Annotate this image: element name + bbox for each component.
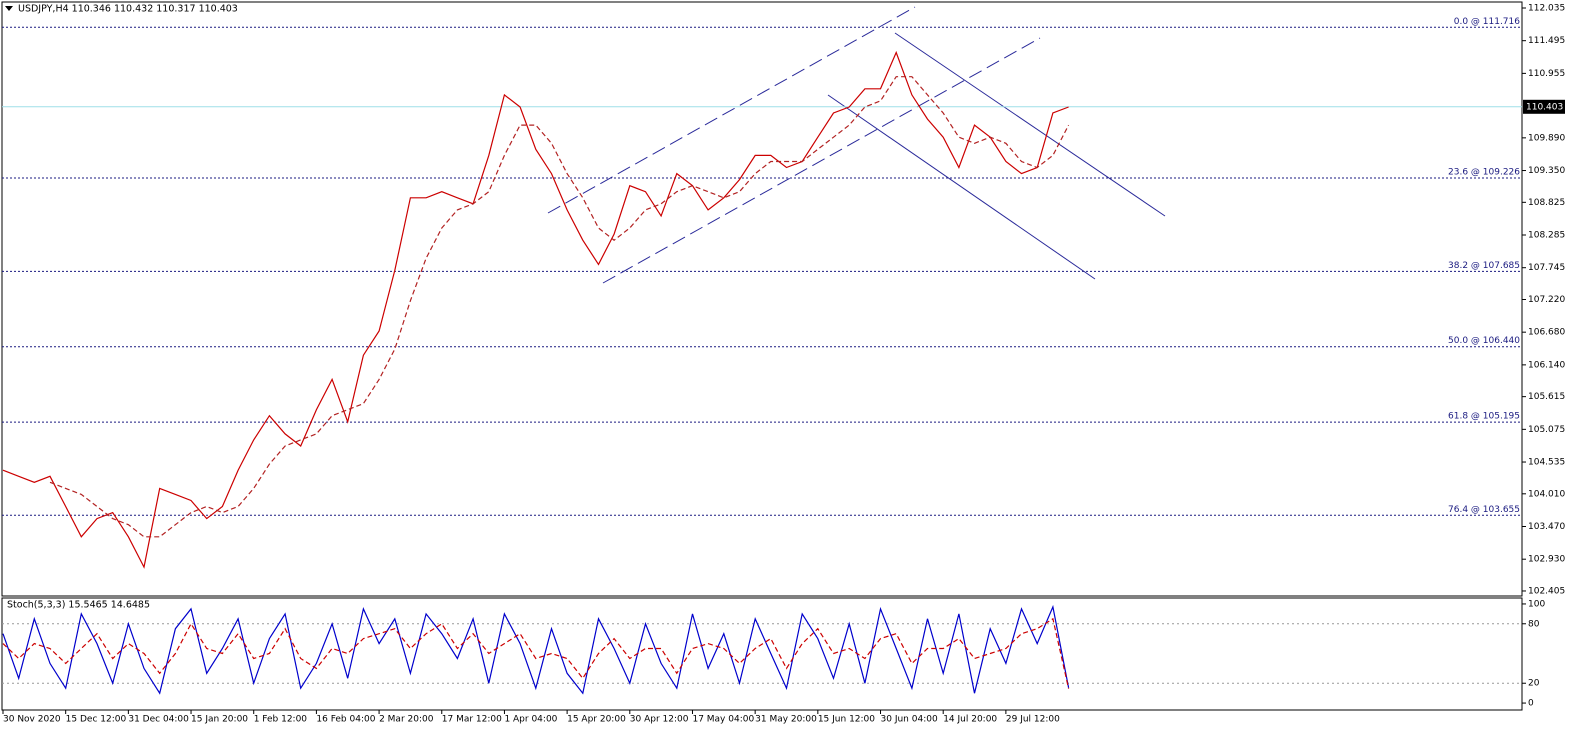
y-tick-label: 0 <box>1528 699 1534 709</box>
series-line <box>2 50 1069 569</box>
stoch-title: Stoch(5,3,3) 15.5465 14.6485 <box>7 600 150 611</box>
x-tick-label: 29 Jul 12:00 <box>1006 715 1060 725</box>
fib-label: 38.2 @ 107.685 <box>1448 261 1520 271</box>
y-tick-label: 108.285 <box>1528 231 1565 241</box>
x-tick-label: 2 Mar 20:00 <box>379 715 434 725</box>
series-line <box>2 617 1070 689</box>
channel-line <box>602 37 1041 284</box>
fib-label: 23.6 @ 109.226 <box>1448 168 1520 178</box>
y-tick-label: 100 <box>1528 599 1545 609</box>
y-tick-label: 109.890 <box>1528 133 1565 143</box>
x-tick-label: 17 May 04:00 <box>692 715 754 725</box>
x-tick-label: 15 Jun 12:00 <box>818 715 875 725</box>
fib-label: 76.4 @ 103.655 <box>1448 505 1520 515</box>
y-tick-label: 105.615 <box>1528 392 1565 402</box>
y-tick-label: 103.470 <box>1528 522 1565 532</box>
y-tick-label: 107.220 <box>1528 295 1565 305</box>
y-tick-label: 109.350 <box>1528 166 1565 176</box>
main-panel <box>1 1 1523 597</box>
price-tag <box>1523 99 1565 114</box>
x-tick-label: 1 Feb 12:00 <box>254 715 308 725</box>
y-tick-label: 105.075 <box>1528 425 1565 435</box>
x-tick-label: 15 Apr 20:00 <box>567 715 626 725</box>
stoch-panel <box>1 597 1523 711</box>
x-tick-label: 31 Dec 04:00 <box>128 715 189 725</box>
channel-line <box>547 6 916 214</box>
x-tick-label: 30 Jun 04:00 <box>881 715 938 725</box>
x-tick-label: 14 Jul 20:00 <box>943 715 997 725</box>
y-tick-label: 20 <box>1528 679 1540 689</box>
x-tick-label: 30 Nov 2020 <box>3 715 61 725</box>
x-tick-label: 16 Feb 04:00 <box>316 715 375 725</box>
x-tick-label: 1 Apr 04:00 <box>504 715 557 725</box>
y-tick-label: 107.745 <box>1528 263 1565 273</box>
channel-line <box>827 94 1096 280</box>
x-tick-label: 15 Dec 12:00 <box>66 715 127 725</box>
channel-line <box>894 32 1166 217</box>
y-tick-label: 112.035 <box>1528 3 1565 13</box>
y-tick-label: 104.535 <box>1528 458 1565 468</box>
y-tick-label: 106.140 <box>1528 360 1565 370</box>
x-tick-label: 31 May 20:00 <box>755 715 817 725</box>
channel-lines <box>547 6 1166 284</box>
chart-title: USDJPY,H4 110.346 110.432 110.317 110.40… <box>18 4 238 15</box>
header-arrow <box>5 6 13 11</box>
x-tick-label: 15 Jan 20:00 <box>191 715 248 725</box>
x-tick-label: 30 Apr 12:00 <box>630 715 689 725</box>
y-tick-label: 104.010 <box>1528 489 1565 499</box>
series-line <box>49 76 1070 538</box>
fib-label: 50.0 @ 106.440 <box>1448 336 1520 346</box>
y-tick-label: 80 <box>1528 619 1540 629</box>
fib-label: 0.0 @ 111.716 <box>1454 17 1521 27</box>
price-tag-label: 110.403 <box>1526 102 1563 112</box>
x-tick-label: 17 Mar 12:00 <box>442 715 502 725</box>
fib-label: 61.8 @ 105.195 <box>1448 412 1520 422</box>
y-tick-label: 110.955 <box>1528 69 1565 79</box>
y-tick-label: 102.930 <box>1528 555 1565 565</box>
y-tick-label: 111.495 <box>1528 36 1565 46</box>
series-line <box>2 604 1070 695</box>
y-tick-label: 108.825 <box>1528 198 1565 208</box>
y-tick-label: 102.405 <box>1528 586 1565 596</box>
y-tick-label: 106.680 <box>1528 328 1565 338</box>
